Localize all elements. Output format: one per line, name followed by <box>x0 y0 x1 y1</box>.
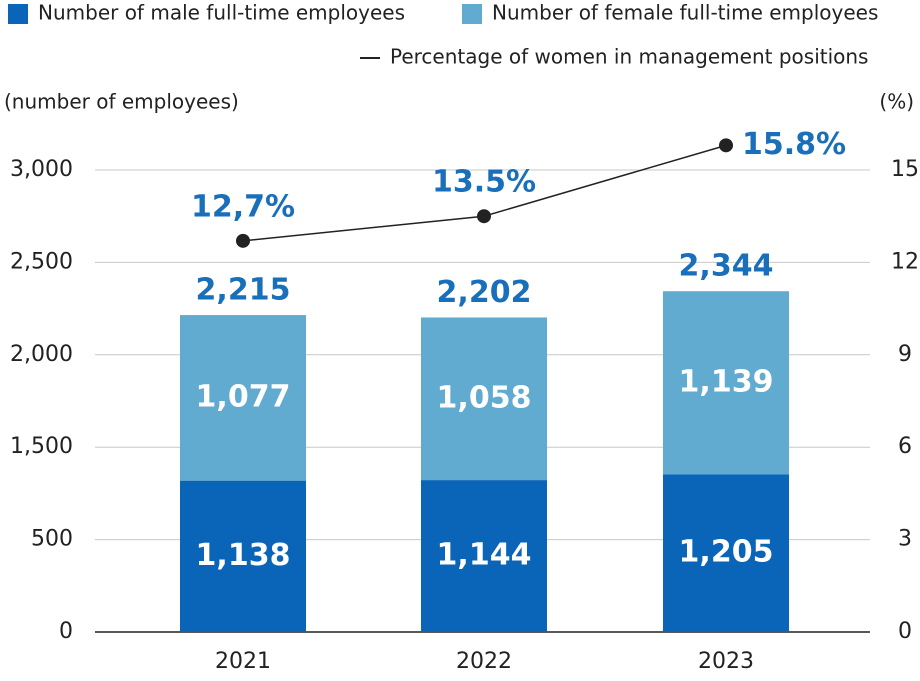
line-label: 13.5% <box>432 165 536 200</box>
y2-tick-label: 15 <box>891 157 919 182</box>
bar-label: 1,139 <box>679 364 774 399</box>
bar-label: 1,077 <box>196 379 291 414</box>
x-tick-label: 2022 <box>456 649 512 674</box>
line-point <box>477 209 491 224</box>
legend-swatch <box>8 4 28 24</box>
line-label: 15.8% <box>742 127 846 162</box>
y2-tick-label: 12 <box>891 249 919 274</box>
bar-segment <box>663 474 789 632</box>
y-tick-label: 3,000 <box>10 157 73 182</box>
x-tick-label: 2021 <box>215 649 271 674</box>
y2-tick-label: 9 <box>898 342 912 367</box>
y-tick-label: 1,500 <box>10 434 73 459</box>
y2-tick-label: 0 <box>898 619 912 644</box>
bar-segment <box>421 480 547 632</box>
legend-label: Percentage of women in management positi… <box>390 45 868 69</box>
x-tick-label: 2023 <box>698 649 754 674</box>
y-axis-label: (number of employees) <box>4 90 239 114</box>
y-tick-label: 2,500 <box>10 249 73 274</box>
bar-label: 1,205 <box>679 535 774 570</box>
legend-label: Number of male full-time employees <box>38 1 405 25</box>
total-label: 2,344 <box>679 249 774 284</box>
bar-label: 1,138 <box>196 538 291 573</box>
y2-axis-label: (%) <box>879 90 914 114</box>
bar-label: 1,058 <box>437 380 532 415</box>
bar-segment <box>180 480 306 632</box>
bar-segment <box>421 317 547 481</box>
line-label: 12,7% <box>191 189 295 224</box>
bar-segment <box>663 291 789 475</box>
bar-segment <box>180 315 306 481</box>
y2-tick-label: 6 <box>898 434 912 459</box>
y-tick-label: 500 <box>31 527 73 552</box>
total-label: 2,215 <box>196 273 291 308</box>
legend-label: Number of female full-time employees <box>492 1 878 25</box>
legend-swatch <box>462 4 482 24</box>
line-point <box>236 233 250 248</box>
bar-label: 1,144 <box>437 538 532 573</box>
y-tick-label: 0 <box>59 619 73 644</box>
total-label: 2,202 <box>437 275 532 310</box>
y-tick-label: 2,000 <box>10 342 73 367</box>
line-point <box>719 138 733 153</box>
y2-tick-label: 3 <box>898 527 912 552</box>
